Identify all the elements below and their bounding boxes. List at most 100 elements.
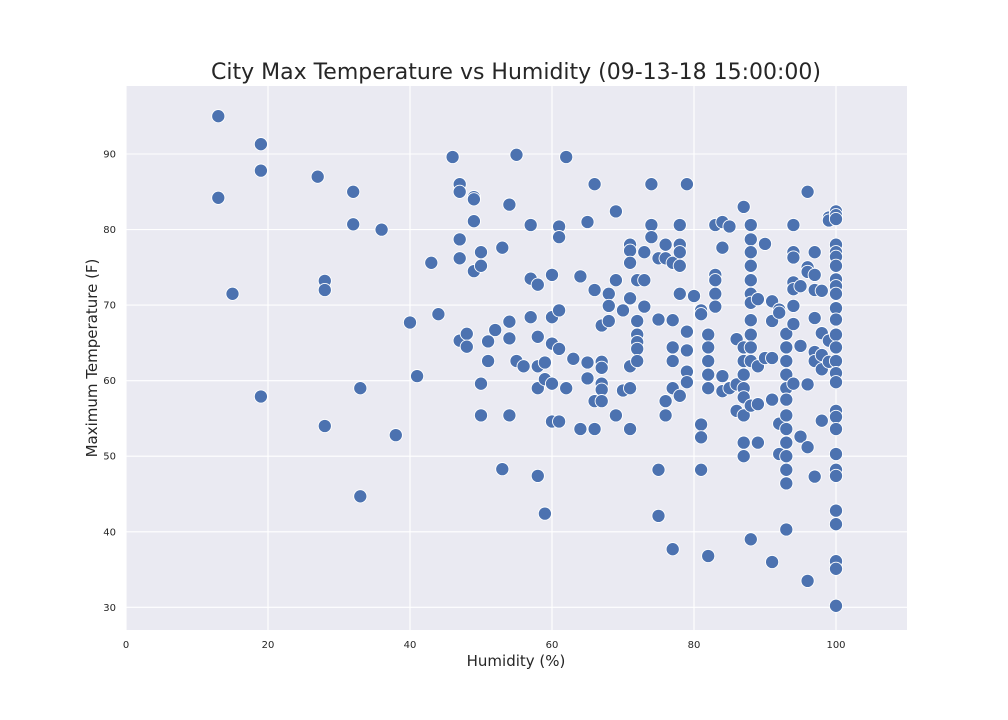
data-point	[317, 282, 332, 298]
data-point	[353, 381, 368, 396]
data-point	[793, 429, 808, 444]
y-axis-label: Maximum Temperature (F)	[83, 259, 101, 458]
data-point	[346, 217, 361, 232]
data-point	[708, 299, 723, 314]
data-point	[431, 307, 446, 322]
data-point	[253, 137, 268, 152]
data-point	[779, 435, 794, 450]
data-point	[828, 211, 844, 227]
data-point	[587, 177, 602, 192]
data-point	[736, 367, 751, 382]
data-point	[701, 367, 716, 382]
data-point	[452, 251, 467, 266]
data-point	[786, 250, 801, 265]
data-point	[701, 327, 716, 342]
data-point	[658, 394, 673, 409]
data-point	[509, 147, 524, 162]
data-point	[800, 573, 815, 588]
data-point	[786, 298, 801, 313]
data-point	[672, 245, 687, 260]
data-point	[473, 376, 489, 391]
data-point	[828, 286, 844, 301]
y-tick-label: 70	[103, 301, 116, 312]
data-point	[601, 286, 616, 301]
data-point	[779, 421, 794, 437]
data-point	[701, 340, 716, 355]
x-axis-label: Humidity (%)	[467, 652, 566, 670]
data-point	[552, 303, 567, 318]
data-point	[828, 503, 844, 518]
data-point	[750, 397, 765, 412]
data-point	[594, 394, 609, 409]
data-point	[708, 286, 723, 301]
data-point	[828, 353, 844, 369]
x-tick-label: 80	[688, 640, 701, 651]
data-point	[807, 310, 822, 326]
data-point	[757, 236, 773, 251]
data-point	[530, 329, 545, 344]
data-point	[353, 489, 368, 504]
data-point	[701, 381, 716, 396]
data-point	[679, 375, 694, 390]
x-tick-label: 100	[826, 640, 845, 651]
data-point	[722, 219, 737, 234]
data-point	[374, 222, 389, 237]
data-point	[736, 435, 751, 450]
data-point	[779, 462, 794, 477]
data-point	[743, 340, 758, 355]
data-point	[772, 305, 787, 320]
data-point	[658, 237, 673, 252]
data-point	[253, 389, 268, 404]
data-point	[779, 340, 794, 355]
data-point	[665, 313, 680, 328]
x-tick-label: 40	[404, 640, 417, 651]
x-tick-label: 60	[546, 640, 559, 651]
data-point	[466, 214, 481, 229]
data-point	[587, 421, 602, 437]
data-point	[807, 267, 822, 282]
data-point	[779, 408, 794, 423]
data-point	[544, 376, 560, 391]
data-point	[211, 109, 226, 124]
data-point	[530, 468, 545, 483]
data-point	[736, 199, 751, 214]
data-point	[694, 430, 709, 445]
data-point	[623, 421, 638, 437]
data-point	[253, 163, 268, 178]
data-point	[665, 340, 680, 355]
data-point	[225, 286, 240, 301]
data-point	[523, 310, 538, 325]
data-point	[828, 409, 844, 424]
data-point	[552, 341, 567, 356]
data-point	[495, 240, 510, 255]
y-tick-label: 60	[103, 376, 116, 387]
data-point	[559, 149, 574, 165]
data-point	[743, 313, 758, 328]
data-points	[211, 109, 844, 613]
data-point	[623, 291, 638, 306]
data-point	[800, 184, 815, 199]
data-point	[672, 258, 687, 273]
data-point	[828, 375, 844, 390]
data-point	[211, 190, 226, 205]
data-point	[502, 331, 517, 346]
data-point	[502, 314, 517, 329]
data-point	[701, 353, 716, 369]
data-point	[694, 462, 709, 477]
data-point	[452, 232, 467, 247]
data-point	[828, 446, 844, 462]
data-point	[736, 449, 751, 464]
data-point	[481, 353, 496, 369]
data-point	[708, 273, 723, 288]
data-point	[814, 413, 829, 428]
data-point	[800, 440, 815, 455]
data-point	[694, 307, 709, 322]
data-point	[750, 292, 765, 307]
data-point	[807, 245, 822, 260]
data-point	[601, 313, 616, 329]
data-point	[743, 327, 758, 342]
data-point	[679, 177, 694, 192]
data-point	[530, 277, 545, 292]
data-point	[828, 327, 844, 342]
data-point	[502, 197, 517, 212]
